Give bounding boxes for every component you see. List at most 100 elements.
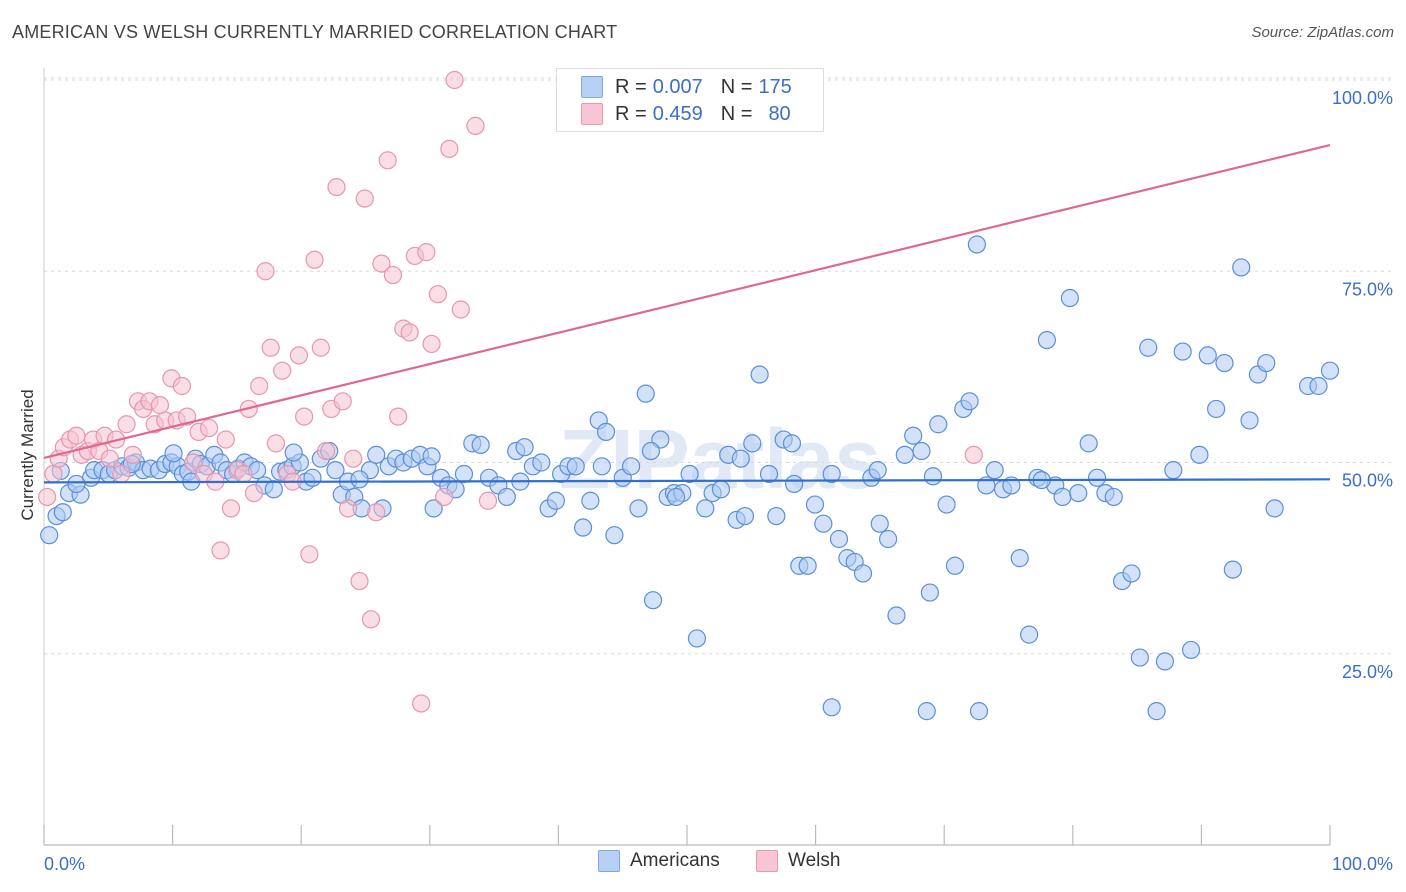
point-americans (1173, 342, 1192, 361)
point-americans (264, 480, 283, 499)
point-americans (303, 468, 322, 487)
point-americans (350, 470, 369, 489)
point-welsh (300, 545, 319, 564)
point-welsh (178, 407, 197, 426)
y-tick-label: 25.0% (1342, 662, 1393, 682)
legend-item-americans[interactable]: Americans (598, 850, 720, 872)
point-welsh (295, 407, 314, 426)
point-americans (1147, 702, 1166, 721)
point-americans (1240, 411, 1259, 430)
point-welsh (256, 262, 275, 281)
point-welsh (316, 441, 336, 461)
point-welsh (244, 484, 264, 503)
point-welsh (112, 464, 131, 484)
point-americans (422, 447, 441, 466)
point-americans (471, 435, 490, 455)
point-americans (497, 487, 516, 507)
stats-legend: R = 0.007 N = 175 R = 0.459 N = 80 (556, 68, 824, 132)
point-welsh (266, 434, 286, 453)
point-welsh (478, 491, 498, 510)
point-americans (917, 702, 936, 721)
point-welsh (417, 243, 436, 262)
point-americans (284, 443, 303, 462)
point-americans (641, 441, 661, 461)
point-welsh (311, 338, 330, 357)
point-americans (1164, 461, 1183, 480)
trend-line-welsh (43, 143, 1331, 459)
point-americans (1053, 487, 1072, 507)
point-welsh (250, 376, 269, 396)
point-americans (67, 474, 86, 494)
point-americans (895, 445, 914, 464)
point-americans (945, 556, 965, 575)
point-americans (1139, 338, 1158, 357)
point-welsh (367, 503, 386, 522)
point-welsh (350, 571, 369, 591)
point-americans (40, 526, 59, 545)
point-americans (870, 514, 889, 533)
point-americans (814, 514, 833, 533)
point-americans (868, 461, 887, 480)
point-welsh (440, 139, 459, 158)
point-americans (822, 698, 841, 717)
y-tick-label: 75.0% (1342, 279, 1393, 299)
point-americans (887, 606, 906, 625)
point-welsh (172, 376, 191, 396)
point-americans (1181, 640, 1201, 660)
point-americans (605, 526, 624, 545)
point-americans (581, 491, 600, 510)
point-welsh (361, 610, 381, 629)
point-welsh (289, 346, 309, 365)
legend-row-americans: R = 0.007 N = 175 (581, 75, 792, 99)
point-americans (937, 495, 956, 514)
point-americans (1122, 564, 1141, 583)
legend-r-value: 0.007 (652, 75, 703, 98)
point-americans (1207, 399, 1226, 419)
point-welsh (117, 415, 136, 434)
legend-swatch-americans (598, 850, 620, 872)
source-credit: Source: ZipAtlas.com (1251, 24, 1394, 41)
point-americans (454, 464, 474, 484)
point-welsh (273, 361, 292, 380)
legend-swatch-welsh (581, 103, 603, 125)
point-americans (912, 441, 931, 461)
legend-n-value: 80 (768, 102, 791, 125)
legend-swatch-americans (581, 76, 603, 98)
point-americans (1010, 549, 1029, 568)
point-welsh (466, 116, 485, 136)
point-americans (1087, 468, 1107, 487)
point-welsh (100, 449, 119, 468)
point-welsh (123, 445, 142, 464)
point-americans (782, 434, 802, 453)
point-americans (735, 506, 755, 526)
point-americans (1232, 258, 1251, 277)
point-americans (1265, 499, 1284, 518)
point-welsh (422, 334, 441, 354)
point-americans (1020, 625, 1039, 644)
point-americans (592, 457, 611, 476)
point-welsh (355, 189, 374, 208)
point-americans (1190, 445, 1209, 464)
legend-n-label: N = (720, 102, 753, 125)
x-tick-label: 100.0% (1332, 854, 1393, 874)
point-americans (1257, 353, 1276, 373)
point-americans (1198, 346, 1217, 365)
point-americans (1320, 361, 1340, 380)
point-welsh (199, 418, 219, 438)
point-americans (696, 499, 715, 518)
point-welsh (400, 323, 419, 342)
legend-item-welsh[interactable]: Welsh (756, 850, 840, 872)
point-americans (853, 564, 873, 583)
point-americans (711, 480, 731, 499)
point-welsh (383, 265, 403, 285)
point-welsh (451, 300, 470, 319)
point-americans (532, 453, 551, 472)
point-americans (643, 591, 663, 610)
point-americans (622, 457, 641, 476)
point-americans (967, 235, 986, 254)
point-americans (805, 495, 825, 514)
point-welsh (211, 541, 230, 560)
point-americans (1037, 331, 1056, 350)
point-americans (750, 365, 769, 384)
